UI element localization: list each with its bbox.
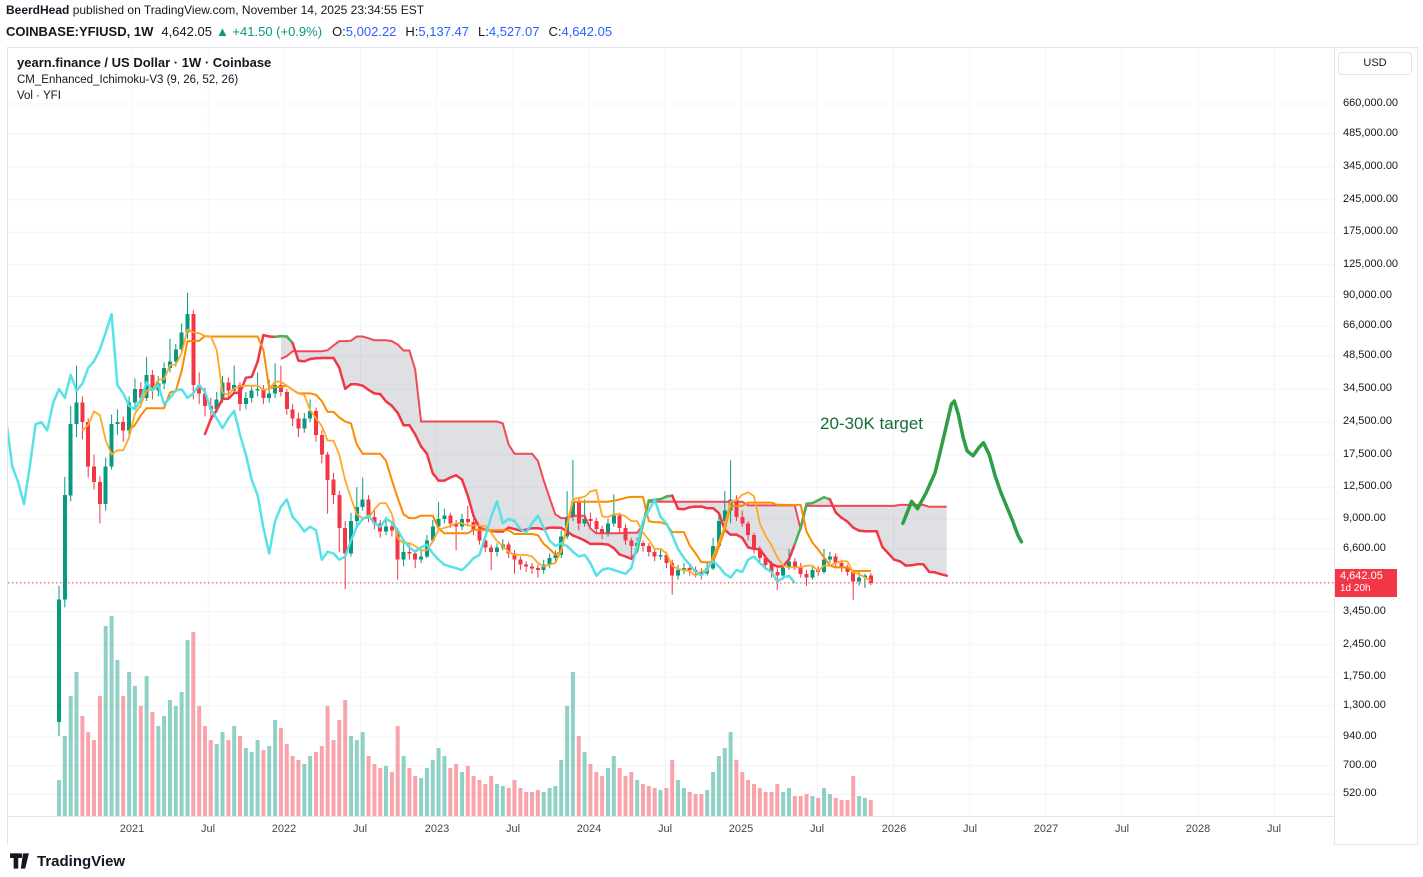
price-tick-label: 245,000.00 <box>1343 193 1399 205</box>
target-annotation[interactable]: 20-30K target <box>820 414 924 433</box>
price-tick-label: 1,300.00 <box>1343 699 1386 711</box>
time-tick-label: Jul <box>809 823 825 835</box>
ichimoku-lines <box>81 328 948 582</box>
volume-series <box>57 616 873 816</box>
author-name: BeerdHead <box>6 3 70 17</box>
last-price: 4,642.05 <box>161 24 212 39</box>
price-tick-label: 2,450.00 <box>1343 638 1386 650</box>
time-tick-label: 2025 <box>728 823 754 835</box>
symbol-interval: COINBASE:YFIUSD, 1W <box>6 24 154 39</box>
ichimoku-cloud <box>280 336 947 576</box>
price-tick-label: 24,500.00 <box>1343 415 1392 427</box>
symbol-info-bar: COINBASE:YFIUSD, 1W 4,642.05 ▲ +41.50 (+0.… <box>0 20 1423 44</box>
price-axis[interactable]: USD 4,642.05 1d 20h 660,000.00 485,000.00… <box>1334 48 1417 844</box>
projection-drawing[interactable] <box>901 399 1024 544</box>
time-tick-label: Jul <box>1266 823 1282 835</box>
currency-button[interactable]: USD <box>1338 52 1412 75</box>
price-tick-label: 9,000.00 <box>1343 512 1386 524</box>
price-tick-label: 520.00 <box>1343 787 1377 799</box>
candles-series <box>57 292 873 737</box>
price-tick-label: 3,450.00 <box>1343 605 1386 617</box>
current-price-tag: 4,642.05 1d 20h <box>1335 569 1397 597</box>
time-tick-label: 2022 <box>271 823 297 835</box>
price-tick-label: 125,000.00 <box>1343 258 1399 270</box>
price-chart-pane[interactable] <box>8 48 1334 816</box>
publish-bar: BeerdHead published on TradingView.com, … <box>0 0 1423 20</box>
price-tick-label: 34,500.00 <box>1343 382 1392 394</box>
bar-countdown: 1d 20h <box>1340 583 1371 594</box>
publish-info: published on TradingView.com, November 1… <box>69 3 425 17</box>
tradingview-wordmark[interactable]: TradingView <box>37 852 126 870</box>
price-tick-label: 485,000.00 <box>1343 127 1399 139</box>
tradingview-logo[interactable] <box>10 852 31 870</box>
chart-widget: yearn.finance / US Dollar · 1W · Coinbas… <box>7 47 1418 845</box>
price-tick-label: 940.00 <box>1343 730 1377 742</box>
open-value: O:5,002.22 <box>332 24 397 39</box>
high-value: H:5,137.47 <box>405 24 470 39</box>
price-tick-label: 660,000.00 <box>1343 97 1399 109</box>
grid <box>8 48 1334 816</box>
current-price-value: 4,642.05 <box>1340 570 1383 582</box>
price-tick-label: 700.00 <box>1343 759 1377 771</box>
time-tick-label: Jul <box>352 823 368 835</box>
time-tick-label: 2027 <box>1033 823 1059 835</box>
time-tick-label: Jul <box>962 823 978 835</box>
close-value: C:4,642.05 <box>548 24 613 39</box>
price-change: ▲ +41.50 (+0.9%) <box>215 24 323 39</box>
low-value: L:4,527.07 <box>478 24 540 39</box>
time-tick-label: 2021 <box>119 823 145 835</box>
price-tick-label: 17,500.00 <box>1343 448 1392 460</box>
price-tick-label: 345,000.00 <box>1343 160 1399 172</box>
time-axis[interactable]: 2021 Jul 2022 Jul 2023 Jul 2024 Jul 2025 Jul 2026 J… <box>8 816 1334 845</box>
price-tick-label: 6,600.00 <box>1343 542 1386 554</box>
chikou-line <box>8 312 796 584</box>
time-tick-label: Jul <box>200 823 216 835</box>
price-tick-label: 175,000.00 <box>1343 225 1399 237</box>
footer: TradingView <box>10 849 125 873</box>
price-tick-label: 1,750.00 <box>1343 670 1386 682</box>
time-tick-label: Jul <box>1114 823 1130 835</box>
price-tick-label: 66,000.00 <box>1343 319 1392 331</box>
price-tick-label: 90,000.00 <box>1343 289 1392 301</box>
projection-line <box>901 399 1024 544</box>
time-tick-label: 2028 <box>1185 823 1211 835</box>
time-tick-label: 2026 <box>881 823 907 835</box>
time-tick-label: Jul <box>657 823 673 835</box>
price-tick-label: 48,500.00 <box>1343 349 1392 361</box>
time-tick-label: 2023 <box>424 823 450 835</box>
time-tick-label: Jul <box>505 823 521 835</box>
time-tick-label: 2024 <box>576 823 602 835</box>
price-tick-label: 12,500.00 <box>1343 480 1392 492</box>
